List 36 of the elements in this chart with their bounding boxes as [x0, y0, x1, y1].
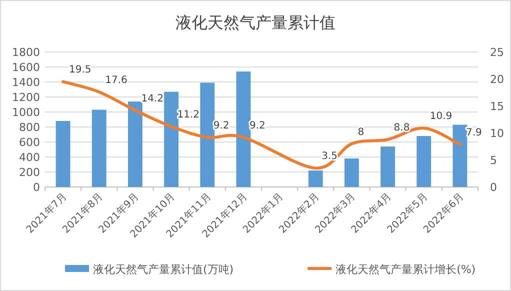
- data-label: 8: [358, 126, 364, 138]
- y-tick-label: 1400: [12, 76, 40, 89]
- bar: [380, 146, 396, 187]
- data-label: 10.9: [430, 111, 452, 122]
- bar: [128, 102, 142, 187]
- legend-label: 液化天然气产量累计值(万吨): [93, 263, 234, 276]
- chart-title: 液化天然气产量累计值: [176, 13, 336, 32]
- y-tick-label: 0: [33, 181, 40, 194]
- bar: [308, 170, 323, 187]
- bar: [344, 158, 359, 187]
- bar: [92, 110, 106, 187]
- data-label: 14.2: [141, 93, 164, 104]
- data-label: 8.8: [394, 122, 410, 134]
- bar: [200, 82, 215, 187]
- y-tick-label: 1000: [12, 106, 40, 119]
- data-label: 19.5: [69, 64, 92, 76]
- legend-label: 液化天然气产量累计增长(%): [336, 263, 476, 276]
- y-tick-label: 1600: [12, 61, 40, 74]
- y-tick-label: 800: [19, 121, 40, 134]
- y-tick-label: 1200: [12, 91, 40, 104]
- data-label: 17.6: [105, 74, 128, 86]
- y2-tick-label: 10: [490, 127, 504, 140]
- y-tick-label: 1800: [12, 46, 40, 59]
- y2-tick-label: 15: [490, 100, 504, 113]
- y-tick-label: 600: [19, 136, 40, 149]
- y2-tick-label: 5: [490, 154, 497, 167]
- bar: [452, 124, 468, 187]
- y-tick-label: 400: [19, 151, 40, 164]
- bar: [164, 92, 179, 187]
- bar: [416, 136, 432, 187]
- bar: [236, 72, 251, 187]
- y-tick-label: 200: [19, 166, 40, 179]
- bar: [56, 121, 70, 187]
- y2-tick-label: 0: [490, 181, 497, 194]
- y2-tick-label: 20: [490, 73, 504, 86]
- y2-tick-label: 25: [490, 46, 504, 59]
